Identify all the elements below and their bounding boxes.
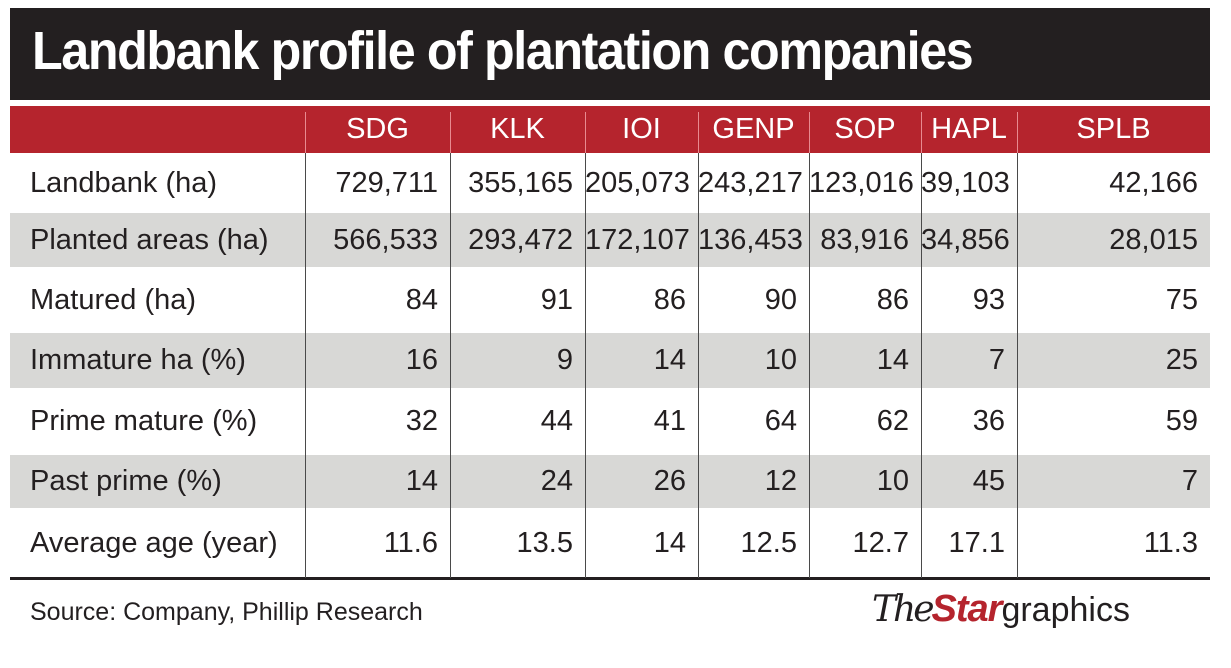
column-header-hapl: HAPL	[931, 113, 1007, 145]
table-row: Past prime (%) 14 24 26 12 10 45 7	[10, 455, 1210, 508]
column-divider	[450, 153, 451, 578]
table-cell-sdg: 16	[405, 344, 438, 376]
column-header-sdg: SDG	[346, 113, 409, 145]
column-header-genp: GENP	[712, 113, 795, 145]
table-cell-sdg: 566,533	[333, 224, 438, 256]
table-header: SDG KLK IOI GENP SOP HAPL SPLB	[10, 106, 1210, 153]
table-cell-klk: 9	[556, 344, 573, 376]
header-divider	[921, 112, 922, 153]
header-divider	[450, 112, 451, 153]
table-cell-sop: 123,016	[809, 167, 914, 199]
table-cell-sdg: 32	[405, 405, 438, 437]
table-cell-splb: 11.3	[1143, 527, 1198, 559]
column-divider	[809, 153, 810, 578]
table-cell-hapl: 34,856	[921, 224, 1010, 256]
row-label: Matured (ha)	[30, 284, 197, 316]
table-cell-hapl: 36	[972, 405, 1005, 437]
table-cell-hapl: 7	[988, 344, 1005, 376]
table-cell-sdg: 84	[405, 284, 438, 316]
table-row: Prime mature (%) 32 44 41 64 62 36 59	[10, 388, 1210, 455]
header-divider	[809, 112, 810, 153]
table-cell-sop: 10	[876, 465, 909, 497]
table-cell-hapl: 17.1	[948, 527, 1005, 559]
table-cell-sdg: 14	[405, 465, 438, 497]
header-divider	[585, 112, 586, 153]
logo-the: The	[872, 589, 934, 630]
table-cell-genp: 90	[764, 284, 797, 316]
table-cell-genp: 12.5	[740, 527, 797, 559]
table-cell-splb: 59	[1165, 405, 1198, 437]
table-cell-splb: 7	[1181, 465, 1198, 497]
table-cell-genp: 10	[764, 344, 797, 376]
column-header-splb: SPLB	[1076, 113, 1151, 145]
title-bar: Landbank profile of plantation companies	[10, 8, 1210, 100]
table-cell-klk: 13.5	[516, 527, 573, 559]
table-cell-sdg: 11.6	[383, 527, 438, 559]
table-cell-ioi: 86	[653, 284, 686, 316]
table-cell-sop: 12.7	[852, 527, 909, 559]
row-label: Planted areas (ha)	[30, 224, 269, 256]
table-cell-ioi: 41	[653, 405, 686, 437]
source-note: Source: Company, Phillip Research	[30, 598, 423, 626]
table-cell-hapl: 45	[972, 465, 1005, 497]
table-cell-hapl: 93	[972, 284, 1005, 316]
row-label: Average age (year)	[30, 527, 278, 559]
table-cell-klk: 355,165	[468, 167, 573, 199]
table-row: Planted areas (ha) 566,533 293,472 172,107 1…	[10, 213, 1210, 267]
table-cell-sop: 14	[876, 344, 909, 376]
table-row: Average age (year) 11.6 13.5 14 12.5 12.7 17.1…	[10, 508, 1210, 578]
table-cell-hapl: 39,103	[921, 167, 1010, 199]
table-cell-sop: 86	[876, 284, 909, 316]
column-header-sop: SOP	[834, 113, 896, 145]
table-cell-sop: 83,916	[820, 224, 909, 256]
header-divider	[698, 112, 699, 153]
table-cell-genp: 64	[764, 405, 797, 437]
column-divider	[921, 153, 922, 578]
table-cell-ioi: 172,107	[585, 224, 690, 256]
table-cell-klk: 293,472	[468, 224, 573, 256]
column-divider	[305, 153, 306, 578]
row-label: Past prime (%)	[30, 465, 222, 497]
the-star-graphics-logo: TheStargraphics	[872, 588, 1130, 631]
column-divider	[585, 153, 586, 578]
column-divider	[698, 153, 699, 578]
table-cell-genp: 243,217	[698, 167, 803, 199]
table-cell-klk: 91	[540, 284, 573, 316]
table-cell-splb: 25	[1165, 344, 1198, 376]
table-cell-ioi: 205,073	[585, 167, 690, 199]
table-row: Immature ha (%) 16 9 14 10 14 7 25	[10, 333, 1210, 388]
header-divider	[305, 112, 306, 153]
table-cell-genp: 12	[764, 465, 797, 497]
table-cell-genp: 136,453	[698, 224, 803, 256]
column-header-klk: KLK	[490, 113, 545, 145]
table-cell-splb: 28,015	[1109, 224, 1198, 256]
column-divider	[1017, 153, 1018, 578]
table-cell-sdg: 729,711	[335, 167, 438, 199]
table-cell-splb: 75	[1165, 284, 1198, 316]
table-cell-klk: 44	[540, 405, 573, 437]
row-label: Landbank (ha)	[30, 167, 218, 199]
table-cell-klk: 24	[540, 465, 573, 497]
table-cell-sop: 62	[876, 405, 909, 437]
table-row: Matured (ha) 84 91 86 90 86 93 75	[10, 267, 1210, 333]
logo-graphics: graphics	[1001, 591, 1130, 629]
table-cell-ioi: 26	[653, 465, 686, 497]
table-cell-ioi: 14	[653, 527, 686, 559]
table-row: Landbank (ha) 729,711 355,165 205,073 243,21…	[10, 153, 1210, 213]
table-cell-splb: 42,166	[1109, 167, 1198, 199]
chart-title: Landbank profile of plantation companies	[32, 21, 974, 81]
logo-star: Star	[931, 588, 1003, 630]
table-cell-ioi: 14	[653, 344, 686, 376]
row-label: Immature ha (%)	[30, 344, 246, 376]
row-label: Prime mature (%)	[30, 405, 258, 437]
column-header-ioi: IOI	[622, 113, 661, 145]
header-divider	[1017, 112, 1018, 153]
bottom-rule	[10, 577, 1210, 580]
